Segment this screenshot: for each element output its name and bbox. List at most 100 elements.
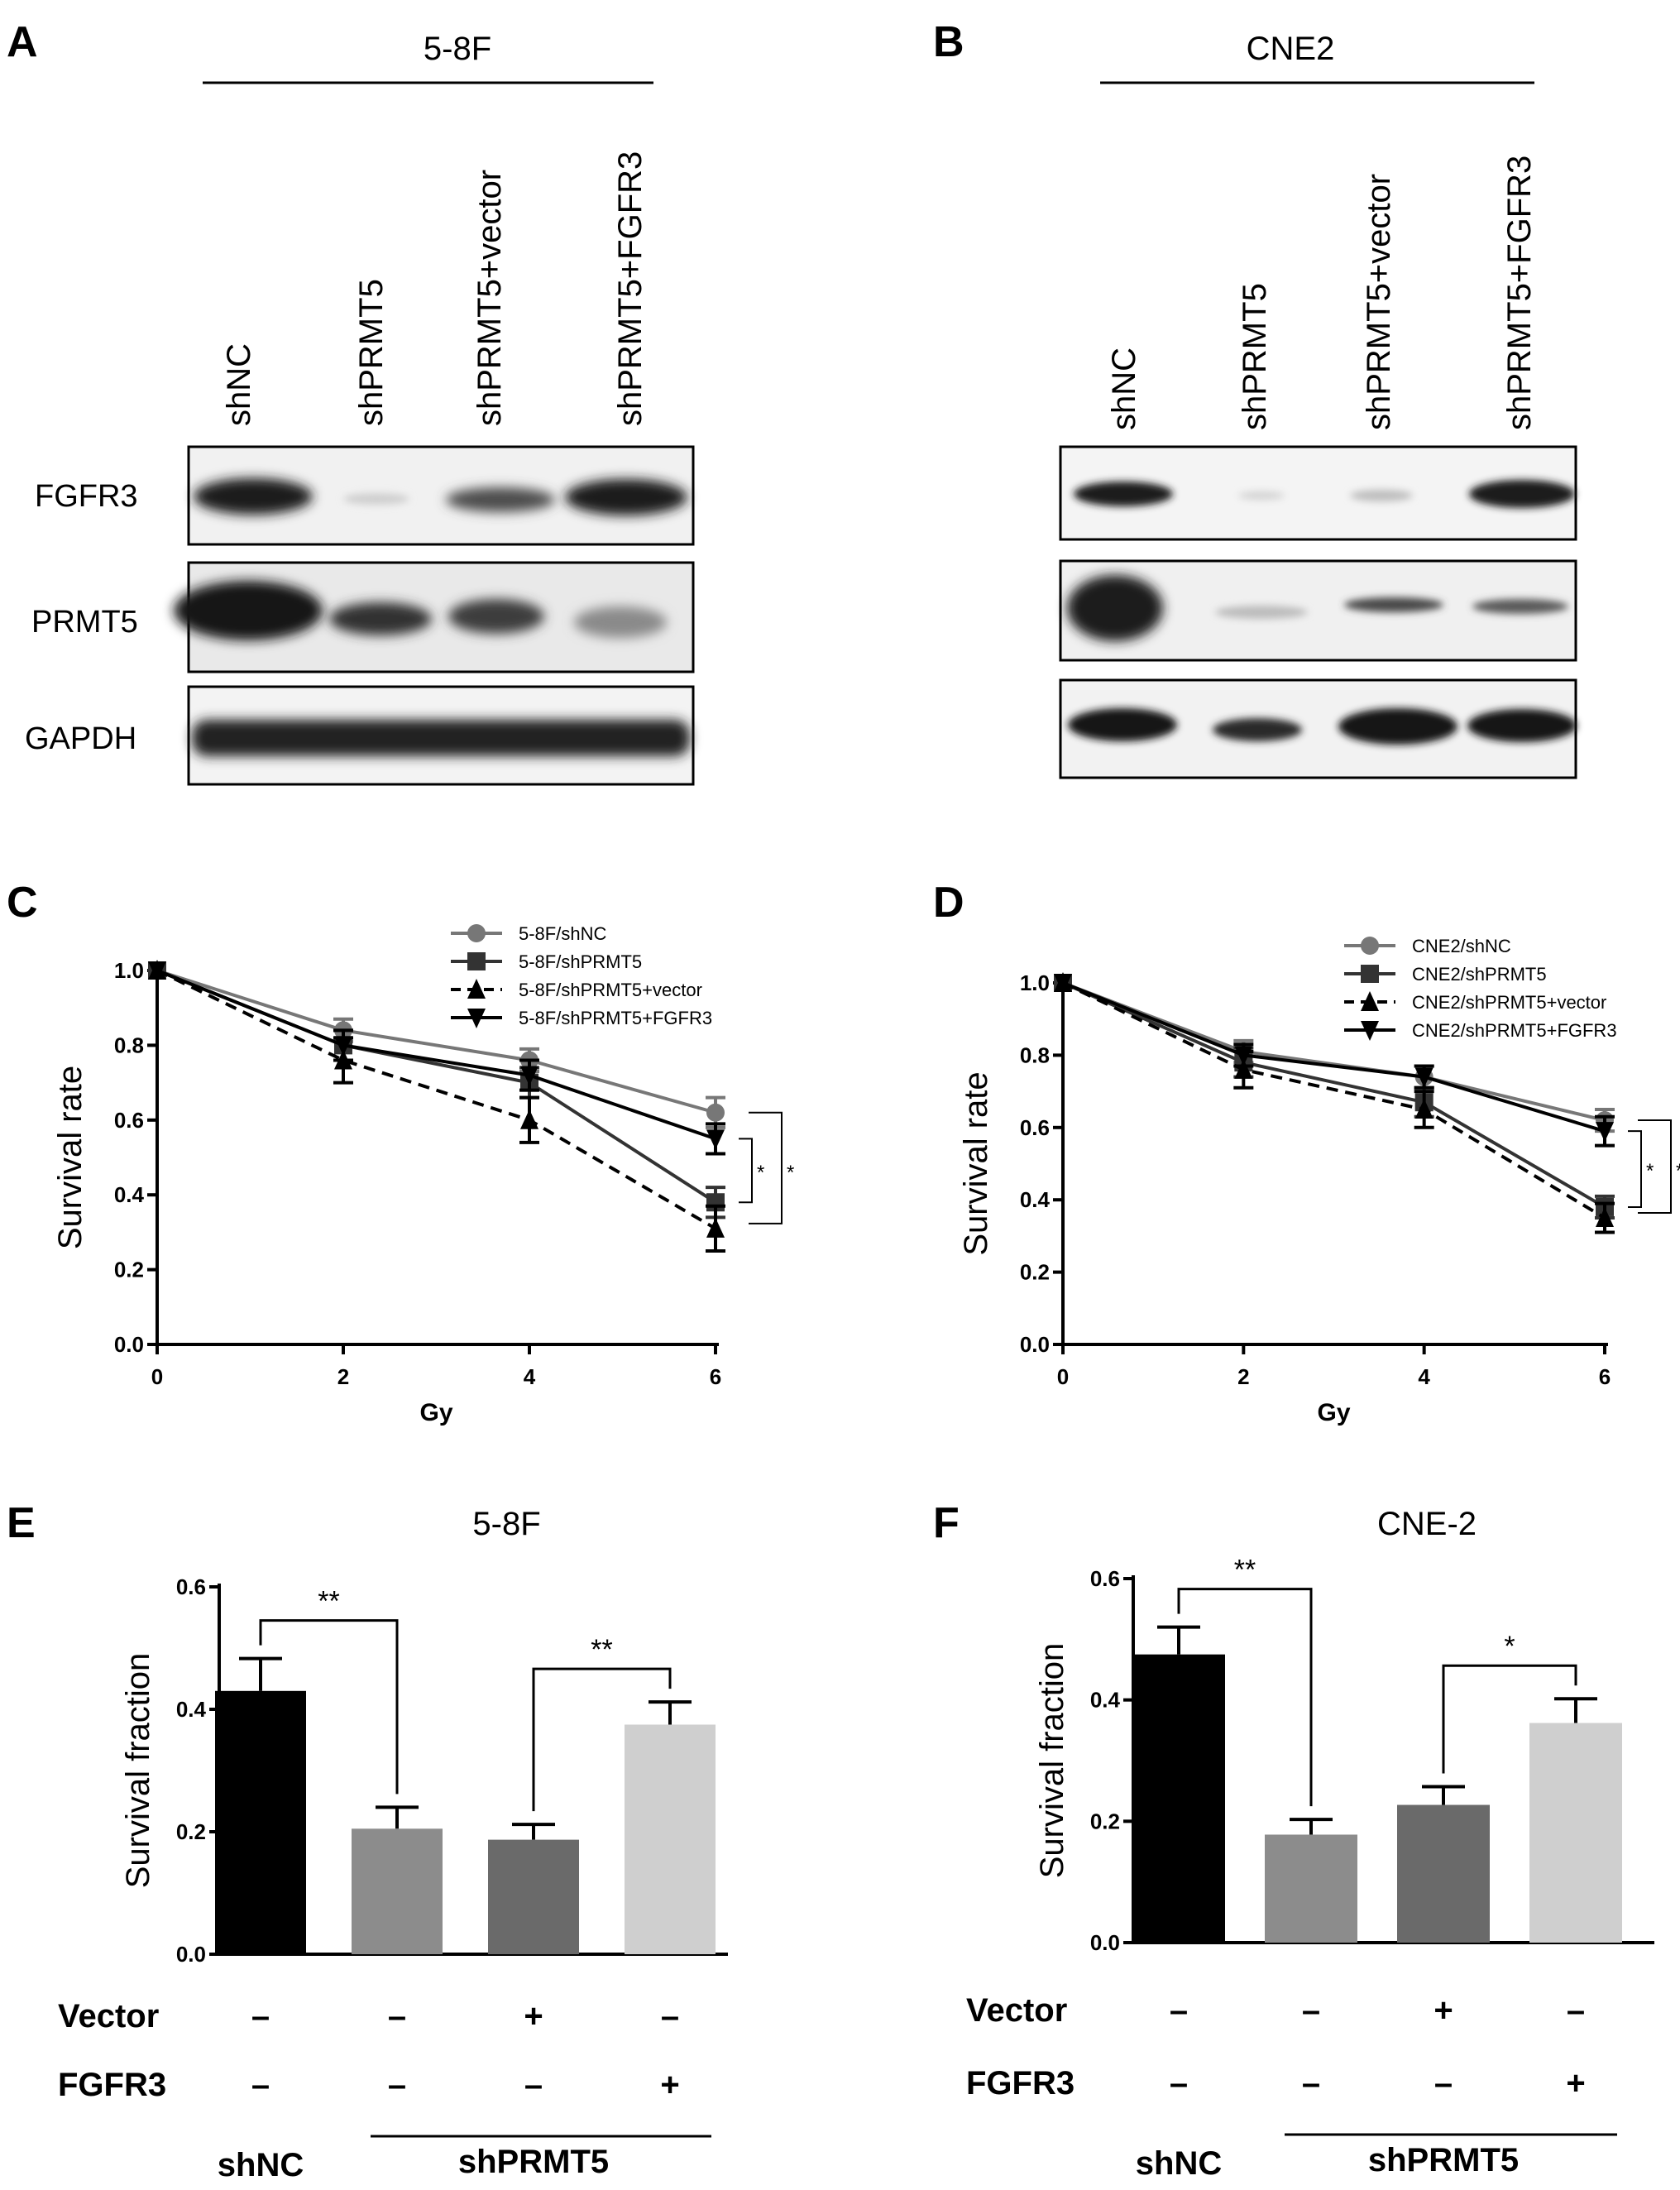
band bbox=[565, 479, 687, 515]
blot-cell-line-cne2: CNE2 bbox=[1247, 31, 1335, 67]
fgfr3-sign: + bbox=[660, 2067, 679, 2103]
marker-triangle-down bbox=[1054, 974, 1072, 994]
band bbox=[1350, 490, 1413, 501]
series-line bbox=[1062, 981, 1606, 1220]
legend-label: CNE2/shPRMT5+vector bbox=[1412, 992, 1606, 1013]
y-tick-label: 0.4 bbox=[114, 1182, 145, 1207]
band bbox=[1067, 575, 1163, 641]
row-label-vector: Vector bbox=[58, 1998, 159, 2034]
x-tick-label: 0 bbox=[151, 1364, 163, 1389]
y-tick-label: 0.6 bbox=[1090, 1566, 1120, 1591]
marker-triangle-up bbox=[520, 1109, 538, 1129]
y-axis-label: Survival rate bbox=[52, 1066, 89, 1249]
panel-label-e: E bbox=[7, 1499, 36, 1547]
bar bbox=[352, 1828, 443, 1954]
lane-label-shnc: shNC bbox=[221, 343, 257, 426]
band bbox=[1344, 597, 1443, 612]
row-label-fgfr3: FGFR3 bbox=[58, 2067, 166, 2103]
bar bbox=[215, 1690, 306, 1954]
vector-sign: + bbox=[524, 1998, 543, 2034]
vector-sign: – bbox=[251, 1998, 270, 2034]
bar bbox=[1529, 1723, 1622, 1943]
fgfr3-sign: – bbox=[251, 2067, 270, 2103]
blot-5-8f: 5-8F shNC shPRMT5 shPRMT5+vector shPRMT5… bbox=[25, 31, 695, 786]
series-line bbox=[156, 969, 716, 1114]
x-tick-label: 2 bbox=[337, 1364, 349, 1389]
marker-triangle-down bbox=[1361, 1021, 1379, 1041]
band bbox=[1238, 491, 1285, 500]
y-tick-label: 0.0 bbox=[1020, 1332, 1050, 1357]
bar bbox=[1397, 1804, 1490, 1943]
y-axis-label: Survival rate bbox=[958, 1071, 994, 1255]
marker-triangle-down bbox=[1596, 1122, 1614, 1143]
group-label-shnc: shNC bbox=[1136, 2145, 1222, 2182]
y-tick-label: 0.0 bbox=[114, 1332, 144, 1357]
band bbox=[174, 581, 323, 640]
band bbox=[446, 487, 555, 512]
blot-cell-line-5-8f: 5-8F bbox=[424, 31, 491, 67]
y-tick-label: 1.0 bbox=[1020, 970, 1050, 995]
marker-circle bbox=[1361, 937, 1379, 955]
panel-label-f: F bbox=[933, 1499, 960, 1547]
marker-triangle-up bbox=[1414, 1098, 1434, 1119]
marker-square bbox=[467, 952, 486, 970]
marker-triangle-down bbox=[148, 961, 166, 981]
y-tick-label: 0.6 bbox=[176, 1574, 206, 1599]
band bbox=[1074, 482, 1173, 506]
vector-sign: – bbox=[1302, 1992, 1320, 2029]
bar bbox=[625, 1724, 716, 1954]
band bbox=[1068, 708, 1177, 741]
significance-label: * bbox=[1504, 1631, 1515, 1662]
line-chart-5-8f: 0.0 0.2 0.4 0.6 0.8 1.0 0 2 4 6 Gy Survival rate 5-8… bbox=[52, 923, 794, 1426]
lane-label-shprmt5-fgfr3: shPRMT5+FGFR3 bbox=[1501, 156, 1538, 430]
band bbox=[329, 602, 432, 635]
row-label-vector: Vector bbox=[966, 1992, 1067, 2029]
significance-label: * bbox=[787, 1162, 794, 1184]
vector-sign: + bbox=[1434, 1992, 1453, 2029]
x-axis-label: Gy bbox=[419, 1399, 452, 1426]
panel-label-d: D bbox=[933, 879, 964, 927]
band bbox=[1469, 480, 1575, 508]
y-tick-label: 0.4 bbox=[1020, 1187, 1051, 1212]
lane-label-shprmt5-fgfr3: shPRMT5+FGFR3 bbox=[612, 151, 649, 426]
y-tick-label: 0.6 bbox=[1020, 1115, 1050, 1140]
x-tick-label: 4 bbox=[524, 1364, 536, 1389]
significance-label: * bbox=[1676, 1160, 1680, 1182]
fgfr3-sign: – bbox=[1434, 2065, 1453, 2101]
significance-label: * bbox=[1646, 1160, 1654, 1182]
y-axis-label: Survival fraction bbox=[1034, 1643, 1070, 1879]
significance-bracket bbox=[749, 1111, 783, 1224]
band bbox=[1467, 709, 1577, 742]
y-tick-label: 0.6 bbox=[114, 1108, 144, 1133]
significance-label: ** bbox=[1234, 1555, 1256, 1586]
fgfr3-sign: – bbox=[1170, 2065, 1188, 2101]
series-line bbox=[1062, 981, 1606, 1209]
vector-sign: – bbox=[388, 1998, 406, 2034]
y-tick-label: 0.2 bbox=[1020, 1260, 1050, 1285]
legend-label: 5-8F/shPRMT5 bbox=[519, 951, 642, 972]
lane-label-shprmt5-vector: shPRMT5+vector bbox=[1361, 174, 1397, 430]
y-tick-label: 1.0 bbox=[114, 958, 144, 983]
x-axis-label: Gy bbox=[1317, 1399, 1350, 1426]
lane-label-shprmt5: shPRMT5 bbox=[1237, 283, 1273, 430]
significance-label: ** bbox=[318, 1586, 339, 1617]
vector-sign: – bbox=[1170, 1992, 1188, 2029]
legend-label: 5-8F/shPRMT5+FGFR3 bbox=[519, 1008, 712, 1028]
fgfr3-sign: + bbox=[1566, 2065, 1585, 2101]
band bbox=[448, 599, 544, 634]
significance-bracket bbox=[739, 1138, 753, 1204]
marker-triangle-up bbox=[1361, 991, 1379, 1011]
significance-bracket bbox=[1442, 1664, 1577, 1774]
x-tick-label: 4 bbox=[1418, 1364, 1430, 1389]
marker-triangle-down bbox=[520, 1066, 538, 1086]
protein-label-prmt5: PRMT5 bbox=[31, 605, 138, 640]
legend-label: CNE2/shNC bbox=[1412, 936, 1511, 956]
vector-sign: – bbox=[1567, 1992, 1585, 2029]
significance-bracket bbox=[1638, 1119, 1672, 1215]
y-tick-label: 0.2 bbox=[114, 1258, 144, 1282]
significance-bracket bbox=[532, 1667, 672, 1812]
significance-bracket bbox=[1177, 1588, 1313, 1807]
x-tick-label: 0 bbox=[1057, 1364, 1069, 1389]
line-chart-cne2: 0.0 0.2 0.4 0.6 0.8 1.0 0 2 4 6 Gy Survival rate CNE… bbox=[958, 936, 1680, 1426]
